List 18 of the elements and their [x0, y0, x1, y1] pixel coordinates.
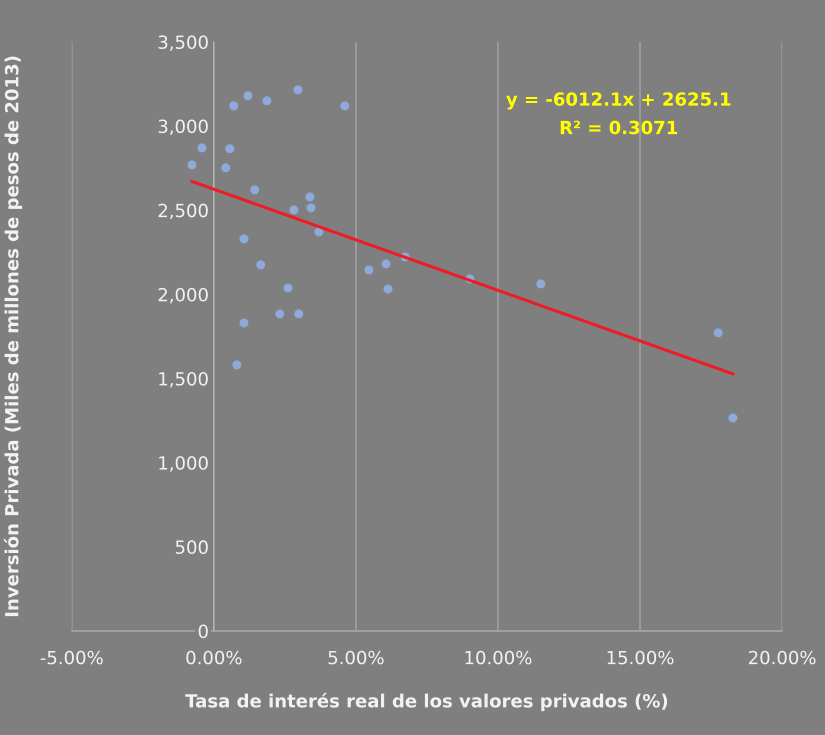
x-tick-label: 0.00%: [186, 650, 242, 664]
x-tick-label: 10.00%: [466, 650, 532, 664]
x-tick-label: -5.00%: [40, 650, 103, 664]
y-tick-label: 0: [198, 624, 208, 638]
y-tick-label: 3,500: [158, 35, 208, 51]
x-tick-label: 20.00%: [749, 650, 816, 664]
annotation: R² = 0.3071: [560, 120, 678, 134]
y-tick-label: 1,500: [159, 372, 208, 388]
y-tick-label: 2,500: [158, 204, 208, 220]
y-tick-label: 1,000: [159, 456, 208, 472]
x-axis-title: Tasa de interés real de los valores privados (%): [185, 692, 668, 712]
y-tick-label: 2,000: [158, 288, 208, 304]
y-axis-title: Inversión Privada (Miles de millones de pesos de 2013): [4, 56, 22, 616]
y-tick-label: 500: [176, 540, 208, 554]
x-tick-label: 15.00%: [608, 650, 674, 664]
x-tick-label: 5.00%: [328, 650, 384, 664]
y-tick-label: 3,000: [158, 120, 208, 136]
annotation: y = -6012.1x + 2625.1: [506, 92, 730, 110]
